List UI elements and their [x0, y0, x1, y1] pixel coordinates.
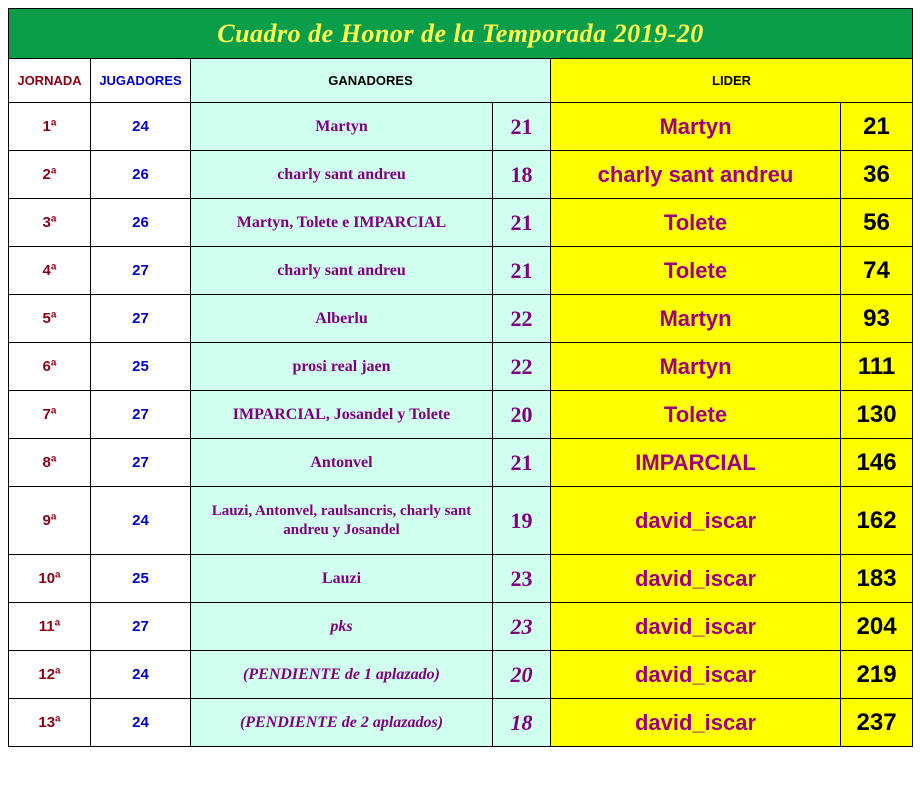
table-row: 4ª27charly sant andreu21Tolete74 — [9, 247, 913, 295]
cell-ganador-score: 20 — [493, 651, 551, 699]
cell-lider-score: 93 — [841, 295, 913, 343]
cell-jugadores: 27 — [91, 603, 191, 651]
cell-ganador-score: 21 — [493, 439, 551, 487]
cell-jugadores: 26 — [91, 199, 191, 247]
cell-lider-name: Tolete — [551, 391, 841, 439]
cell-lider-score: 183 — [841, 555, 913, 603]
table-row: 7ª27IMPARCIAL, Josandel y Tolete20Tolete… — [9, 391, 913, 439]
cell-jugadores: 25 — [91, 343, 191, 391]
cell-lider-score: 204 — [841, 603, 913, 651]
cell-jugadores: 27 — [91, 439, 191, 487]
cell-jornada: 12ª — [9, 651, 91, 699]
cell-lider-name: Martyn — [551, 103, 841, 151]
cell-jornada: 7ª — [9, 391, 91, 439]
table-row: 13ª24(PENDIENTE de 2 aplazados)18david_i… — [9, 699, 913, 747]
table-row: 1ª24Martyn21Martyn21 — [9, 103, 913, 151]
honor-table: Cuadro de Honor de la Temporada 2019-20 … — [8, 8, 913, 747]
cell-lider-name: Martyn — [551, 343, 841, 391]
table-row: 10ª25Lauzi23david_iscar183 — [9, 555, 913, 603]
table-row: 12ª24(PENDIENTE de 1 aplazado)20david_is… — [9, 651, 913, 699]
header-row: JORNADA JUGADORES GANADORES LIDER — [9, 59, 913, 103]
cell-lider-name: Tolete — [551, 199, 841, 247]
cell-lider-name: Tolete — [551, 247, 841, 295]
table-row: 11ª27pks23david_iscar204 — [9, 603, 913, 651]
cell-lider-score: 21 — [841, 103, 913, 151]
table-title: Cuadro de Honor de la Temporada 2019-20 — [9, 9, 913, 59]
header-jugadores: JUGADORES — [91, 59, 191, 103]
cell-jugadores: 24 — [91, 651, 191, 699]
cell-lider-score: 74 — [841, 247, 913, 295]
cell-ganador-name: (PENDIENTE de 1 aplazado) — [191, 651, 493, 699]
cell-ganador-score: 23 — [493, 603, 551, 651]
cell-ganador-name: charly sant andreu — [191, 247, 493, 295]
cell-jornada: 13ª — [9, 699, 91, 747]
table-row: 6ª25prosi real jaen22Martyn111 — [9, 343, 913, 391]
cell-ganador-score: 18 — [493, 151, 551, 199]
cell-ganador-name: Lauzi, Antonvel, raulsancris, charly san… — [191, 487, 493, 555]
table-row: 8ª27Antonvel21IMPARCIAL146 — [9, 439, 913, 487]
table-row: 5ª27Alberlu22Martyn93 — [9, 295, 913, 343]
cell-jornada: 10ª — [9, 555, 91, 603]
header-jornada: JORNADA — [9, 59, 91, 103]
title-row: Cuadro de Honor de la Temporada 2019-20 — [9, 9, 913, 59]
cell-jugadores: 27 — [91, 247, 191, 295]
cell-ganador-name: Martyn — [191, 103, 493, 151]
cell-jornada: 4ª — [9, 247, 91, 295]
cell-lider-score: 146 — [841, 439, 913, 487]
cell-jugadores: 24 — [91, 103, 191, 151]
cell-ganador-score: 22 — [493, 295, 551, 343]
cell-ganador-name: prosi real jaen — [191, 343, 493, 391]
cell-lider-name: david_iscar — [551, 487, 841, 555]
cell-jornada: 3ª — [9, 199, 91, 247]
table-row: 3ª26Martyn, Tolete e IMPARCIAL21Tolete56 — [9, 199, 913, 247]
cell-jugadores: 27 — [91, 391, 191, 439]
cell-jornada: 8ª — [9, 439, 91, 487]
table-row: 2ª26charly sant andreu18charly sant andr… — [9, 151, 913, 199]
cell-ganador-name: charly sant andreu — [191, 151, 493, 199]
cell-ganador-name: (PENDIENTE de 2 aplazados) — [191, 699, 493, 747]
cell-lider-score: 36 — [841, 151, 913, 199]
cell-ganador-score: 22 — [493, 343, 551, 391]
cell-jornada: 5ª — [9, 295, 91, 343]
cell-jornada: 11ª — [9, 603, 91, 651]
cell-lider-name: Martyn — [551, 295, 841, 343]
cell-ganador-score: 23 — [493, 555, 551, 603]
cell-ganador-score: 21 — [493, 103, 551, 151]
cell-jugadores: 24 — [91, 487, 191, 555]
header-lider: LIDER — [551, 59, 913, 103]
cell-lider-score: 111 — [841, 343, 913, 391]
cell-jornada: 1ª — [9, 103, 91, 151]
cell-lider-score: 130 — [841, 391, 913, 439]
cell-lider-score: 237 — [841, 699, 913, 747]
cell-lider-name: IMPARCIAL — [551, 439, 841, 487]
cell-jornada: 9ª — [9, 487, 91, 555]
cell-ganador-name: Lauzi — [191, 555, 493, 603]
cell-lider-score: 162 — [841, 487, 913, 555]
cell-jornada: 2ª — [9, 151, 91, 199]
header-ganadores: GANADORES — [191, 59, 551, 103]
cell-lider-name: charly sant andreu — [551, 151, 841, 199]
cell-lider-score: 56 — [841, 199, 913, 247]
cell-lider-score: 219 — [841, 651, 913, 699]
cell-jugadores: 26 — [91, 151, 191, 199]
cell-jugadores: 25 — [91, 555, 191, 603]
cell-jornada: 6ª — [9, 343, 91, 391]
cell-ganador-score: 19 — [493, 487, 551, 555]
cell-ganador-name: Alberlu — [191, 295, 493, 343]
table-row: 9ª24Lauzi, Antonvel, raulsancris, charly… — [9, 487, 913, 555]
cell-jugadores: 24 — [91, 699, 191, 747]
cell-ganador-score: 21 — [493, 247, 551, 295]
cell-ganador-name: Martyn, Tolete e IMPARCIAL — [191, 199, 493, 247]
cell-lider-name: david_iscar — [551, 555, 841, 603]
cell-ganador-score: 18 — [493, 699, 551, 747]
cell-lider-name: david_iscar — [551, 699, 841, 747]
cell-lider-name: david_iscar — [551, 651, 841, 699]
cell-ganador-name: Antonvel — [191, 439, 493, 487]
cell-ganador-score: 20 — [493, 391, 551, 439]
cell-ganador-score: 21 — [493, 199, 551, 247]
cell-jugadores: 27 — [91, 295, 191, 343]
cell-ganador-name: pks — [191, 603, 493, 651]
cell-lider-name: david_iscar — [551, 603, 841, 651]
cell-ganador-name: IMPARCIAL, Josandel y Tolete — [191, 391, 493, 439]
